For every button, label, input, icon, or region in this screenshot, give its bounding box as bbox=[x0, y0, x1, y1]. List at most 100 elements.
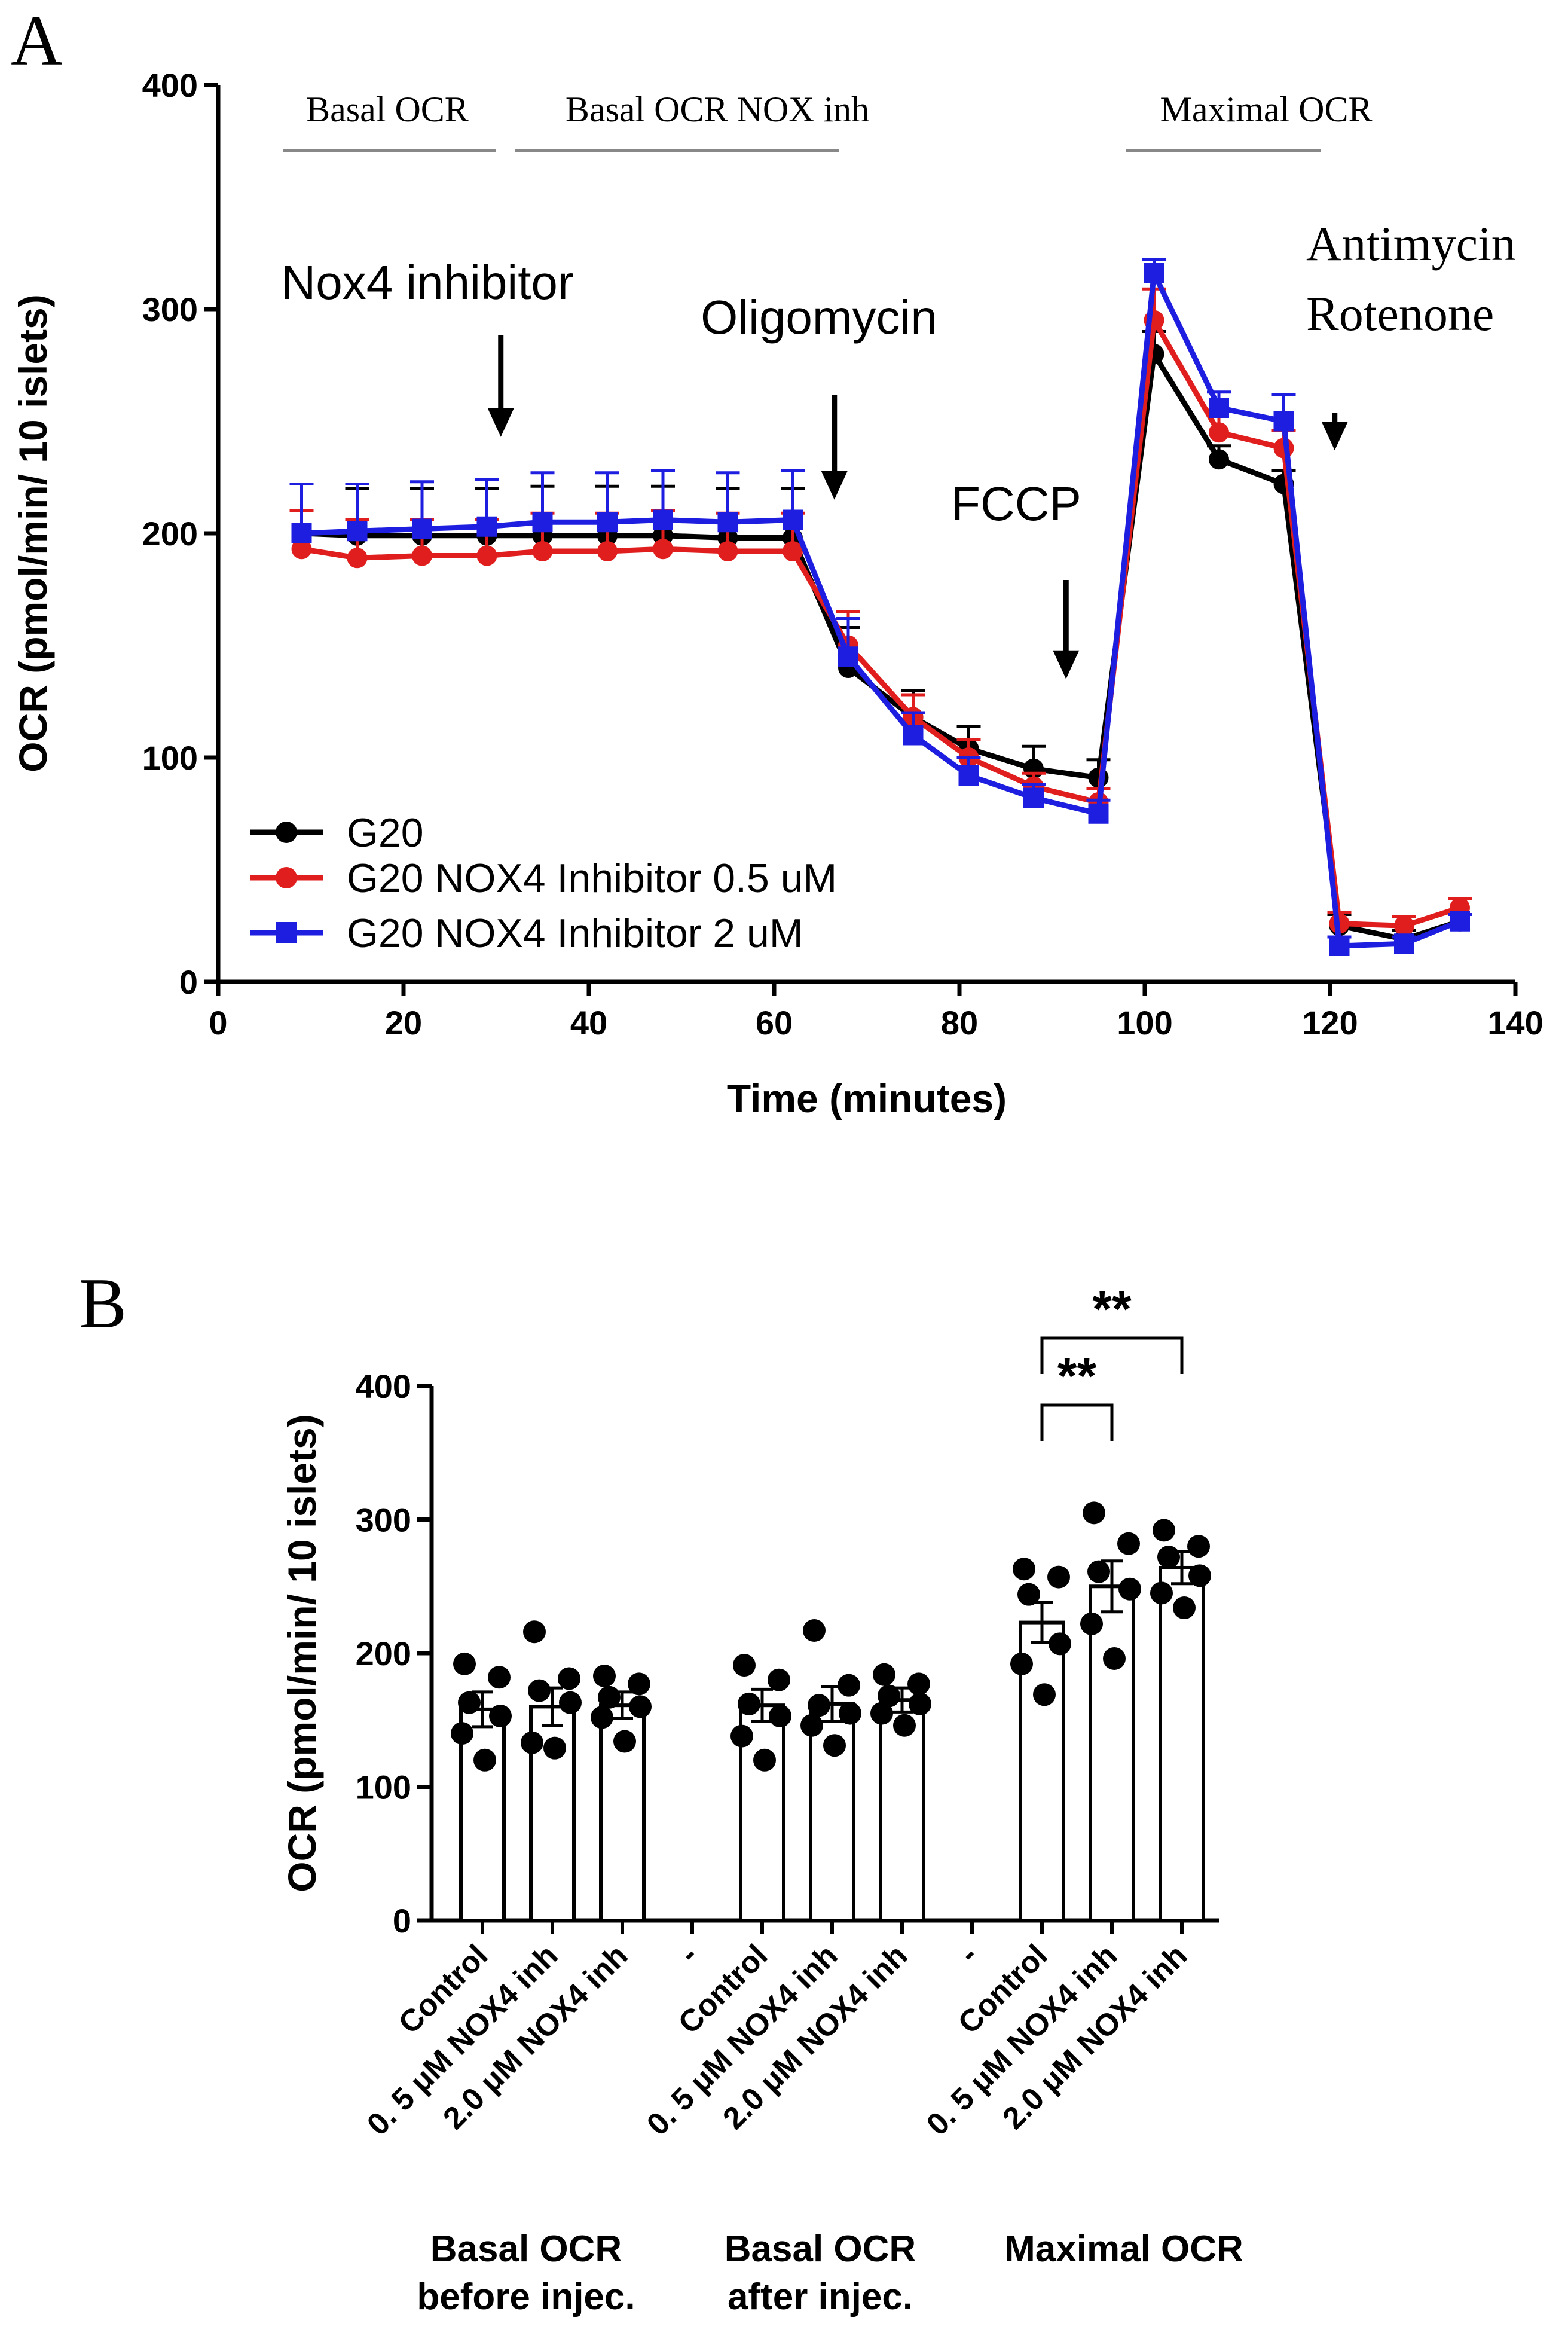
data-point bbox=[1153, 1519, 1175, 1542]
bar bbox=[1159, 1565, 1205, 1922]
bar bbox=[1089, 1584, 1135, 1922]
group-label-basal-before-line1: Basal OCR bbox=[430, 2228, 622, 2270]
data-point bbox=[1047, 1565, 1070, 1589]
bar-group-4 bbox=[730, 1654, 791, 1923]
y-tick-label: 400 bbox=[356, 1367, 411, 1405]
significance-label: ** bbox=[1057, 1348, 1097, 1404]
panel-a-x-axis-label: Time (minutes) bbox=[727, 1076, 1007, 1120]
data-point bbox=[543, 1736, 566, 1760]
legend-item-g20[interactable]: G20 bbox=[250, 810, 424, 856]
panel-a-legend[interactable]: G20 G20 NOX4 Inhibitor 0.5 uM G20 NOX4 I… bbox=[250, 810, 837, 956]
y-tick-label: 400 bbox=[142, 66, 198, 104]
data-point bbox=[473, 1748, 496, 1772]
data-point bbox=[1023, 787, 1044, 808]
x-tick-label: 20 bbox=[385, 1004, 422, 1042]
significance-bracket bbox=[1040, 1336, 1184, 1374]
data-point bbox=[808, 1694, 830, 1717]
legend-item-g20-nox4-05[interactable]: G20 NOX4 Inhibitor 0.5 uM bbox=[250, 856, 837, 901]
data-point bbox=[800, 1714, 823, 1737]
panel-b-bars bbox=[451, 1501, 1211, 1934]
data-point bbox=[597, 512, 618, 533]
data-point bbox=[838, 646, 858, 667]
data-point bbox=[903, 725, 924, 746]
y-tick-label: 200 bbox=[356, 1635, 411, 1672]
panel-a-y-axis-label: OCR (pmol/min/ 10 islets) bbox=[11, 294, 55, 772]
panel-b-y-ticks: 0 100 200 300 400 bbox=[356, 1367, 432, 1940]
panel-a-phases: Basal OCR Basal OCR NOX inh Maximal OCR bbox=[283, 90, 1373, 152]
y-tick-label: 300 bbox=[142, 291, 198, 328]
data-point bbox=[1209, 449, 1229, 470]
data-point bbox=[958, 765, 979, 786]
injection-arrow-head bbox=[1053, 650, 1080, 679]
data-point bbox=[347, 548, 368, 569]
data-point bbox=[870, 1702, 893, 1725]
data-point bbox=[597, 541, 618, 561]
data-point bbox=[783, 541, 803, 561]
data-point bbox=[1080, 1612, 1103, 1635]
data-point bbox=[488, 1666, 511, 1689]
data-point bbox=[476, 545, 497, 566]
data-point bbox=[873, 1663, 895, 1686]
bar-group-9 bbox=[1080, 1501, 1141, 1922]
data-point bbox=[878, 1684, 900, 1708]
data-point bbox=[717, 541, 738, 561]
data-point bbox=[521, 1731, 543, 1754]
y-tick-label: 0 bbox=[393, 1902, 411, 1940]
y-tick-label: 100 bbox=[356, 1769, 411, 1806]
panel-a-x-ticks: 0 20 40 60 80 100 120 140 bbox=[209, 982, 1543, 1042]
data-point bbox=[1173, 1596, 1196, 1620]
data-point bbox=[458, 1691, 481, 1714]
legend-label-g20-nox4-2: G20 NOX4 Inhibitor 2 uM bbox=[347, 911, 803, 956]
significance-bracket bbox=[1040, 1403, 1114, 1441]
data-point bbox=[613, 1730, 636, 1753]
injection-label-oligomycin: Oligomycin bbox=[701, 291, 937, 344]
data-point bbox=[907, 1672, 930, 1696]
x-tick-label: 40 bbox=[570, 1004, 607, 1042]
data-point bbox=[803, 1619, 826, 1642]
data-point bbox=[1394, 933, 1414, 954]
data-point bbox=[453, 1652, 476, 1675]
x-tick-label: 60 bbox=[756, 1004, 793, 1042]
legend-item-g20-nox4-2[interactable]: G20 NOX4 Inhibitor 2 uM bbox=[250, 911, 803, 956]
data-point bbox=[1188, 1564, 1211, 1587]
injection-label-nox4: Nox4 inhibitor bbox=[281, 256, 573, 309]
panel-a-line-chart: A 0 100 200 300 400 0 20 40 60 80 100 120 140 OCR (… bbox=[11, 1, 1543, 1120]
injection-label-antimycin: Antimycin bbox=[1306, 216, 1516, 271]
data-point bbox=[1273, 411, 1294, 432]
data-point bbox=[1209, 422, 1229, 443]
phase-label-basal-nox: Basal OCR NOX inh bbox=[566, 90, 869, 129]
significance-label: ** bbox=[1092, 1281, 1132, 1337]
data-point bbox=[528, 1679, 551, 1702]
data-point bbox=[591, 1706, 613, 1729]
data-point bbox=[1150, 1581, 1173, 1605]
panel-b-y-axis-label: OCR (pmol/min/ 10 islets) bbox=[280, 1414, 324, 1892]
x-tick-label: 120 bbox=[1302, 1004, 1358, 1042]
bar-group-5 bbox=[800, 1619, 861, 1922]
panel-b-label: B bbox=[79, 1263, 127, 1343]
data-point bbox=[768, 1668, 790, 1691]
series-line bbox=[301, 270, 1461, 949]
data-point bbox=[1157, 1546, 1180, 1569]
category-label: - bbox=[673, 1938, 704, 1969]
data-point bbox=[738, 1692, 760, 1715]
injection-label-rotenone: Rotenone bbox=[1306, 286, 1494, 341]
data-point bbox=[558, 1667, 580, 1690]
panel-a-label: A bbox=[11, 1, 63, 80]
data-point bbox=[476, 516, 497, 537]
data-point bbox=[1329, 936, 1350, 956]
data-point bbox=[1088, 803, 1109, 824]
data-point bbox=[489, 1705, 512, 1728]
y-tick-label: 200 bbox=[142, 515, 198, 552]
data-point bbox=[1117, 1532, 1140, 1555]
data-point bbox=[717, 512, 738, 533]
injection-arrow-head bbox=[1321, 422, 1348, 451]
data-point bbox=[412, 545, 432, 566]
panel-a-y-ticks: 0 100 200 300 400 bbox=[142, 66, 218, 1001]
data-point bbox=[1118, 1577, 1141, 1601]
data-point bbox=[559, 1691, 582, 1714]
panel-b-significance: ** ** bbox=[1040, 1281, 1184, 1441]
bar-group-8 bbox=[1010, 1558, 1071, 1922]
data-point bbox=[653, 509, 673, 530]
data-point bbox=[451, 1722, 473, 1745]
